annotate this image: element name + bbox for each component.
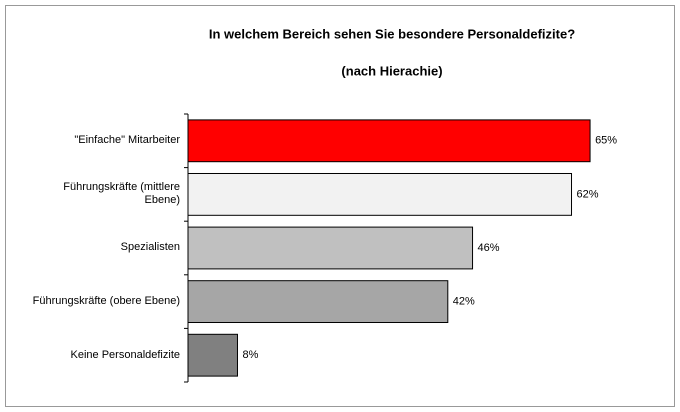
category-label: Spezialisten xyxy=(120,241,180,254)
value-label: 62% xyxy=(577,188,599,200)
category-label: "Einfache" Mitarbeiter xyxy=(74,134,180,147)
category-label: Keine Personaldefizite xyxy=(70,348,180,361)
value-label: 8% xyxy=(242,349,258,361)
category-label: Führungskräfte (mittlere Ebene) xyxy=(63,181,180,207)
bar xyxy=(187,226,474,270)
value-label: 65% xyxy=(595,135,617,147)
chart-title: In welchem Bereich sehen Sie besondere P… xyxy=(209,26,575,41)
category-label: Führungskräfte (obere Ebene) xyxy=(32,295,180,308)
value-label: 42% xyxy=(453,296,475,308)
bar xyxy=(187,280,449,324)
bar xyxy=(187,172,573,216)
bar xyxy=(187,119,591,163)
bar xyxy=(187,333,238,377)
value-label: 46% xyxy=(478,242,500,254)
chart-subtitle: (nach Hierachie) xyxy=(341,63,442,78)
